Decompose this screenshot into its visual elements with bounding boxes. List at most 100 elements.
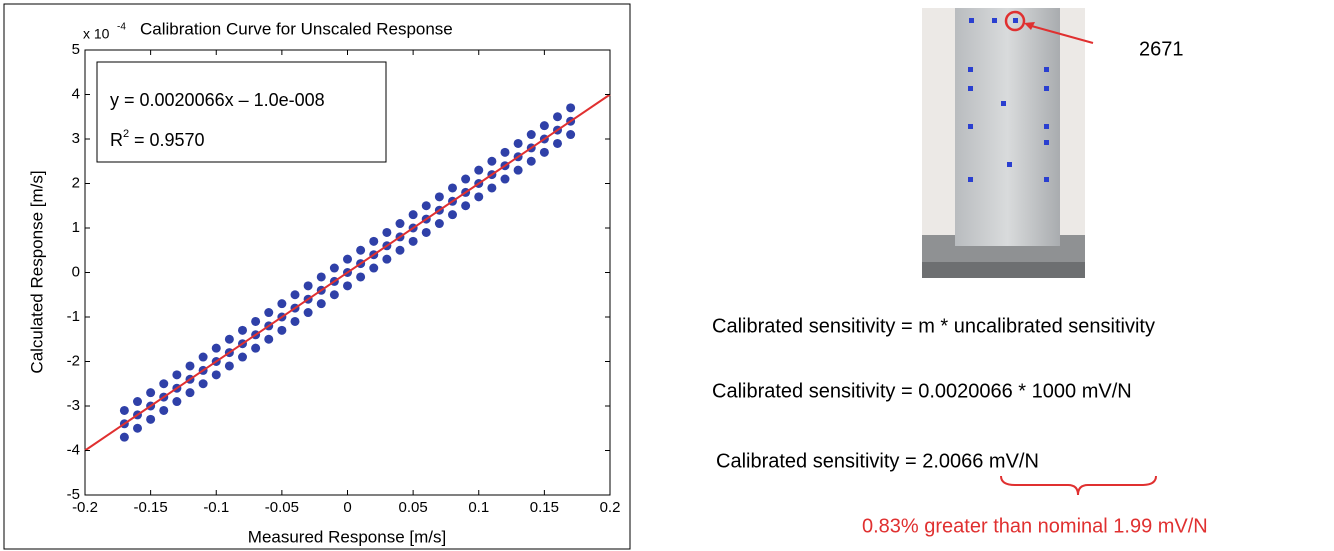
scatter-point — [461, 201, 471, 211]
y-tick-label: -2 — [67, 352, 80, 369]
scatter-point — [369, 263, 379, 273]
scatter-point — [119, 432, 129, 442]
scatter-point — [303, 308, 313, 318]
measurement-points — [968, 18, 1049, 182]
equation-line: Calibrated sensitivity = 2.0066 mV/N — [716, 450, 1039, 472]
scatter-point — [238, 325, 247, 335]
callout-label: 2671 — [1139, 38, 1184, 60]
scatter-point — [316, 299, 326, 309]
scatter-point — [408, 210, 418, 220]
scatter-point — [434, 192, 444, 202]
scatter-point — [474, 165, 484, 175]
scatter-point — [369, 236, 379, 246]
y-tick-label: 1 — [72, 219, 80, 236]
scatter-point — [172, 370, 182, 380]
y-tick-label: 4 — [72, 85, 80, 102]
scatter-point — [172, 397, 182, 407]
scatter-point — [119, 405, 129, 415]
scatter-point — [434, 219, 444, 229]
scatter-point — [251, 316, 261, 326]
scatter-point — [264, 308, 274, 318]
equation-box — [96, 61, 387, 163]
scatter-point — [474, 192, 484, 202]
y-tick-label: 2 — [72, 174, 80, 191]
specimen-photo — [922, 8, 1094, 278]
scatter-point — [343, 281, 352, 291]
scatter-point — [211, 370, 221, 380]
x-tick-label: 0.2 — [600, 499, 621, 516]
plot-marks — [84, 93, 611, 452]
y-axis-label: Calculated Response [m/s] — [27, 170, 46, 373]
y-tick-label: -1 — [67, 308, 80, 325]
x-tick-label: -0.05 — [265, 499, 299, 516]
scatter-point — [159, 379, 169, 389]
scatter-point — [251, 343, 261, 353]
x-tick-label: 0 — [343, 499, 351, 516]
scatter-point — [303, 281, 313, 291]
scatter-point — [277, 325, 287, 335]
scatter-point — [264, 334, 274, 344]
scatter-point — [539, 147, 549, 157]
r-squared-symbol: R — [110, 130, 123, 150]
equation-line: Calibrated sensitivity = m * uncalibrate… — [712, 315, 1155, 337]
scatter-point — [277, 299, 287, 309]
scatter-point — [329, 290, 339, 300]
x-axis-label: Measured Response [m/s] — [248, 527, 446, 546]
scatter-point — [356, 245, 366, 255]
scatter-point — [395, 245, 405, 255]
comparison-note: 0.83% greater than nominal 1.99 mV/N — [862, 515, 1208, 537]
r-squared-power: 2 — [123, 128, 129, 140]
scatter-point — [566, 103, 576, 113]
scatter-point — [185, 361, 195, 371]
x-tick-label: -0.1 — [203, 499, 229, 516]
panel-frame — [3, 3, 631, 550]
y-tick-label: -3 — [67, 397, 80, 414]
x-tick-label: 0.1 — [468, 499, 489, 516]
scatter-point — [198, 352, 208, 362]
callout-arrow — [1027, 24, 1094, 44]
scatter-point — [513, 165, 523, 175]
photo-base-shadow — [922, 262, 1085, 278]
y-tick-label: 0 — [72, 263, 80, 280]
scatter-point — [329, 263, 339, 273]
x-tick-label: 0.15 — [530, 499, 559, 516]
scatter-point — [526, 156, 536, 166]
scatter-point — [146, 388, 156, 398]
x-tick-label: -0.2 — [72, 499, 98, 516]
scatter-point — [211, 343, 221, 353]
chart-title: Calibration Curve for Unscaled Response — [140, 19, 453, 38]
fit-line — [84, 93, 611, 452]
scatter-point — [539, 121, 549, 131]
scatter-point — [553, 138, 562, 148]
scatter-point — [421, 201, 431, 211]
y-tick-label: 3 — [72, 130, 80, 147]
scatter-point — [448, 210, 457, 220]
scatter-point — [500, 147, 510, 157]
scatter-point — [356, 272, 366, 282]
scatter-point — [224, 361, 234, 371]
r-squared-value: = 0.9570 — [129, 130, 205, 150]
y-tick-label: -4 — [67, 441, 80, 458]
y-tick-label: 5 — [72, 41, 80, 58]
y-multiplier-exponent: -4 — [117, 22, 126, 33]
callout-circle — [1004, 10, 1026, 32]
scatter-point — [185, 388, 195, 398]
scatter-point — [290, 316, 300, 326]
scatter-point — [408, 236, 418, 246]
scatter-point — [238, 352, 247, 362]
x-tick-label: -0.15 — [134, 499, 168, 516]
y-multiplier: x 10 — [83, 26, 110, 42]
scatter-point — [500, 174, 510, 184]
callout-arrowhead — [1024, 22, 1035, 30]
equation-line: Calibrated sensitivity = 0.0020066 * 100… — [712, 380, 1132, 402]
x-tick-label: 0.05 — [399, 499, 428, 516]
scatter-point — [382, 254, 392, 264]
scatter-point — [133, 397, 142, 407]
y-tick-label: -5 — [67, 486, 80, 503]
scatter-point — [553, 112, 562, 122]
scatter-point — [224, 334, 234, 344]
scatter-point — [198, 379, 208, 389]
scatter-point — [461, 174, 471, 184]
